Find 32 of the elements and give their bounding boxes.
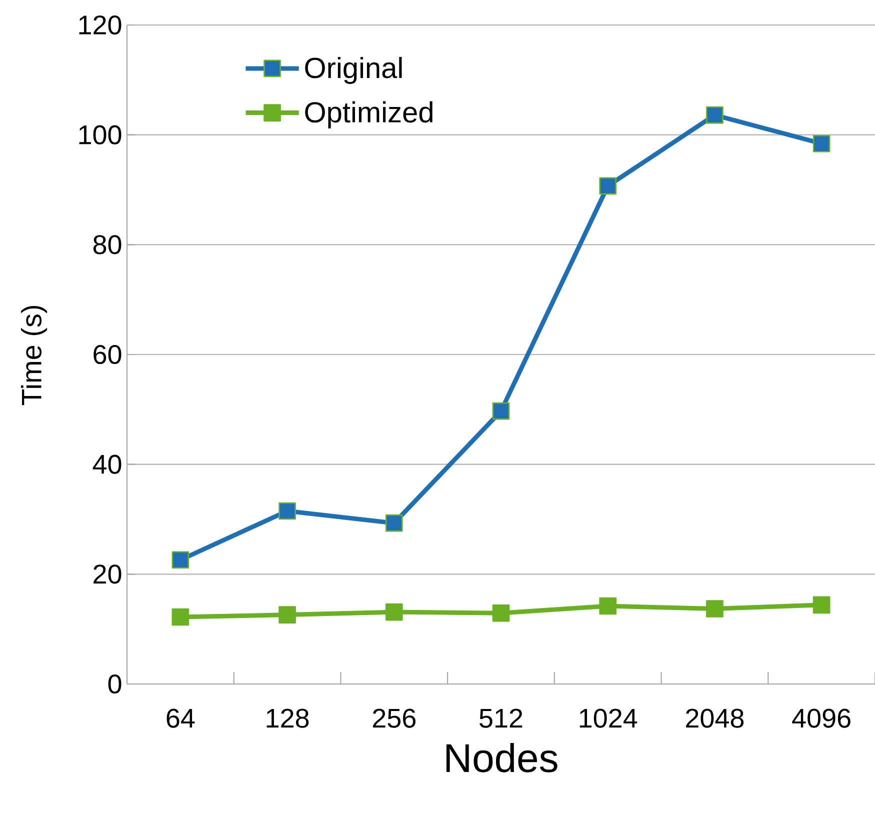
x-axis-title: Nodes (446, 742, 558, 772)
point (172, 551, 190, 569)
x-tick-label: 4096 (792, 708, 850, 728)
point (706, 600, 724, 618)
point (812, 134, 830, 152)
y-tick-label: 20 (94, 564, 122, 584)
point (385, 514, 403, 532)
legend-label: Original (305, 56, 402, 84)
y-tick-label: 0 (108, 674, 122, 694)
y-tick-label: 100 (79, 125, 122, 144)
y-tick-label: 60 (94, 344, 122, 364)
x-tick-label: 1024 (580, 708, 638, 728)
y-tick-label: 40 (92, 454, 122, 474)
point (172, 608, 190, 626)
point (812, 596, 830, 614)
y-tick-label: 80 (93, 235, 122, 254)
y-tick-label: 120 (79, 15, 122, 35)
point (278, 502, 296, 520)
point (492, 604, 510, 622)
point (706, 106, 724, 124)
x-tick-label: 64 (166, 708, 195, 728)
x-tick-label: 512 (480, 708, 522, 728)
point (599, 597, 617, 615)
point (385, 603, 403, 621)
x-tick-label: 128 (266, 708, 309, 728)
legend-label: Optimized (305, 101, 432, 128)
x-tick-label: 256 (372, 708, 416, 728)
point (278, 606, 296, 624)
point (599, 177, 617, 195)
x-tick-label: 2048 (686, 708, 744, 728)
point (492, 402, 510, 420)
y-axis-title: Time (s) (20, 306, 48, 406)
